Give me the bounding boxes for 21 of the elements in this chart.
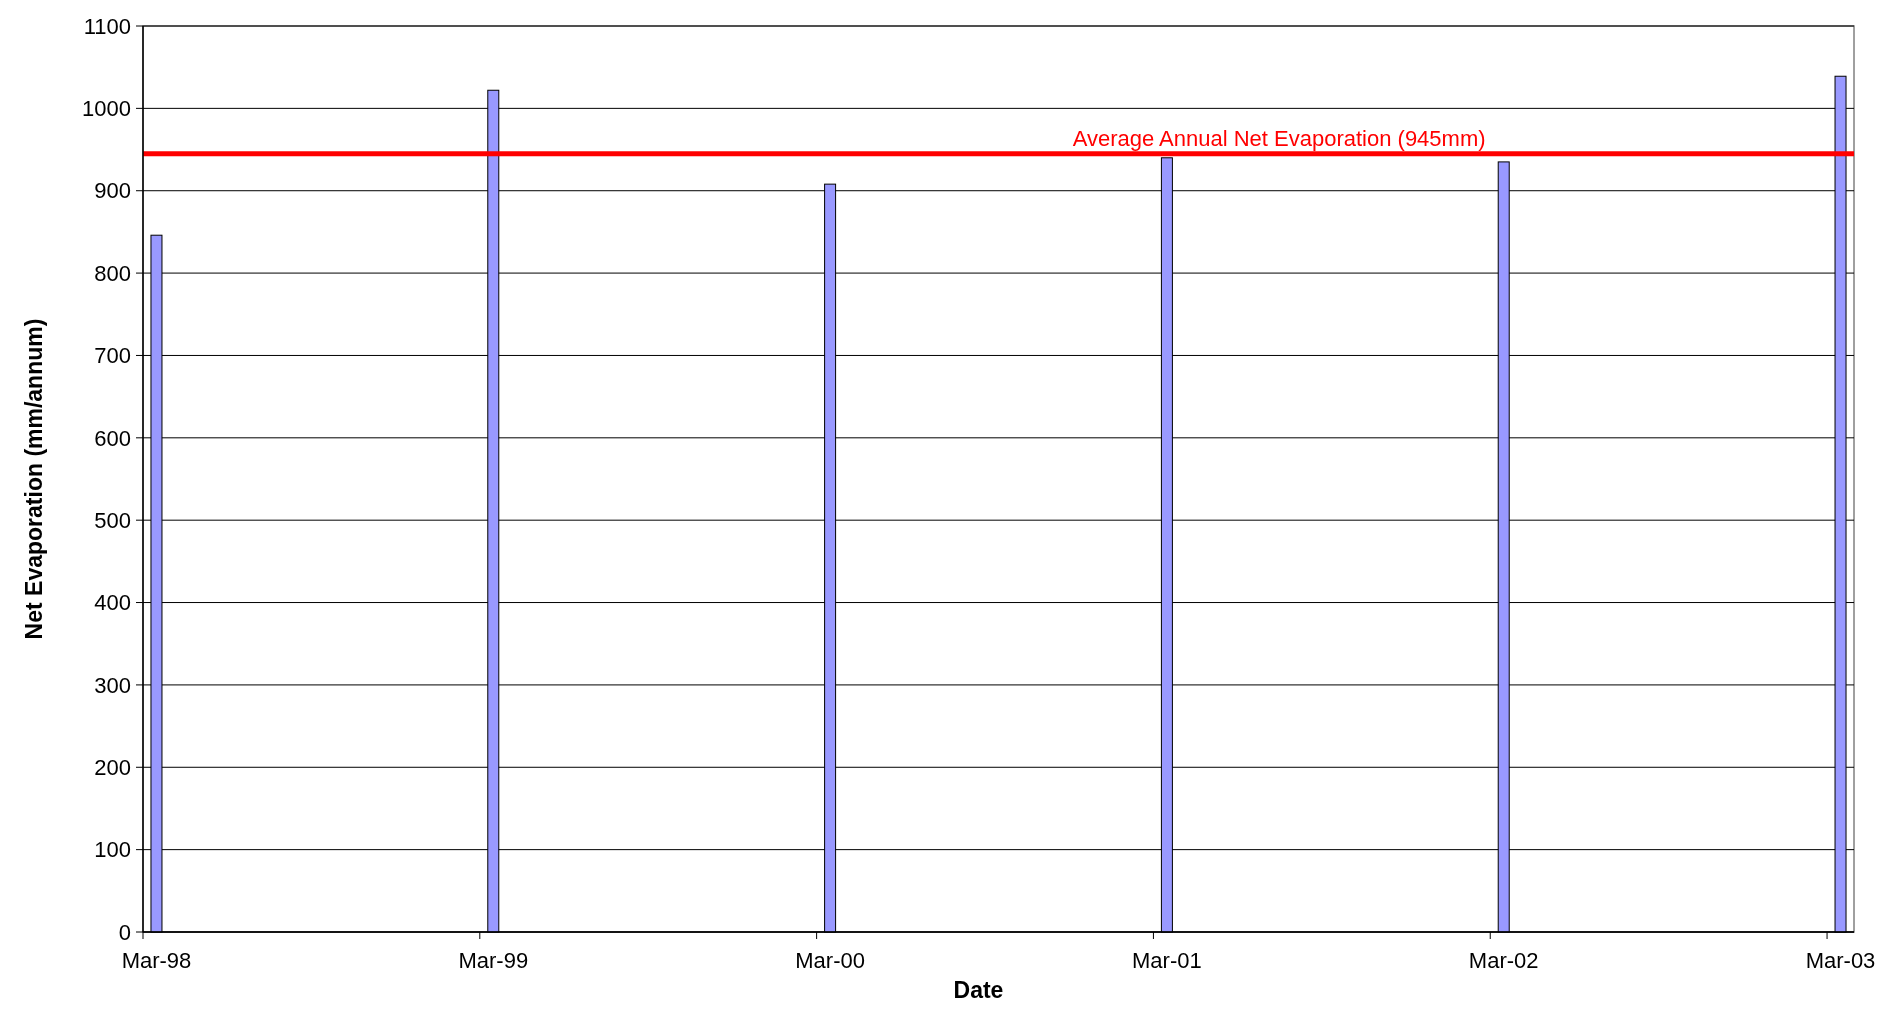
y-tick-label: 1000: [82, 96, 131, 122]
x-tick-label: Mar-99: [458, 948, 529, 973]
y-tick-label: 1100: [83, 13, 131, 39]
y-tick-label: 0: [118, 919, 131, 945]
y-tick-label: 500: [94, 507, 131, 533]
y-tick-label: 400: [94, 590, 131, 616]
y-tick-label: 800: [94, 260, 131, 286]
y-tick-label: 700: [94, 343, 131, 369]
y-tick-label: 600: [94, 425, 131, 451]
x-tick-label: Mar-98: [121, 948, 192, 973]
x-tick-label: Mar-03: [1805, 948, 1876, 973]
x-tick-label: Mar-02: [1468, 948, 1539, 973]
y-tick-label: 200: [94, 754, 131, 780]
x-tick-label: Mar-00: [795, 948, 865, 973]
y-tick-label: 300: [94, 672, 131, 698]
y-axis-title: Net Evaporation (mm/annum): [21, 318, 47, 640]
x-tick-label: Mar-01: [1132, 948, 1202, 973]
y-tick-label: 900: [94, 178, 131, 204]
ref-line-label: Average Annual Net Evaporation (945mm): [1072, 125, 1486, 151]
x-axis-title: Date: [953, 977, 1004, 1003]
y-tick-label: 100: [94, 837, 131, 863]
